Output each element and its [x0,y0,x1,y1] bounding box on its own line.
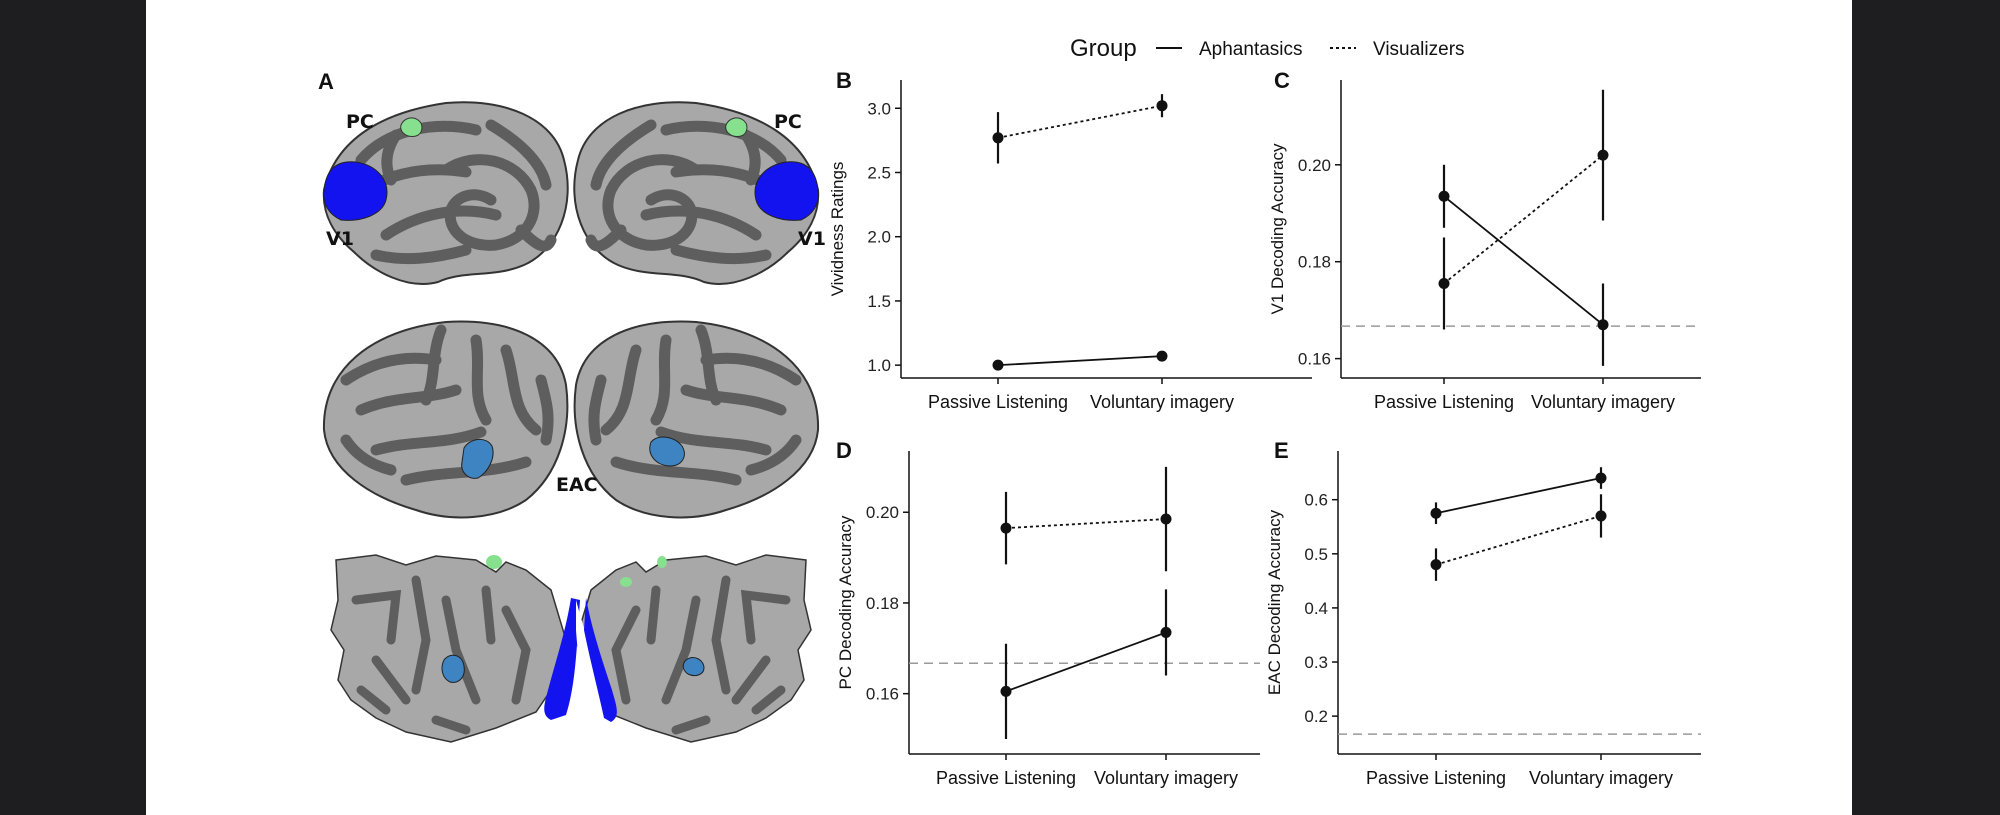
data-point [1438,278,1450,290]
series-line-aphantasics [1443,195,1604,326]
y-tick-label: 0.20 [1298,156,1331,175]
series-line-visualizers [997,104,1163,139]
eac-region-left [461,439,494,479]
pc-region-right [725,117,748,137]
data-point [992,359,1004,371]
label-pc-left: PC [346,111,374,133]
y-tick-label: 0.16 [866,685,899,704]
y-tick-label: 0.20 [866,503,899,522]
sulci-right-lateral [588,324,802,486]
y-tick-label: 0.16 [1298,350,1331,369]
eac-flatmap-right [682,657,705,677]
label-v1-left: V1 [326,228,354,250]
data-point [1160,513,1172,525]
v1-region-left [323,161,388,221]
chart-vividness: B 1.0 1.5 2.0 2.5 3.0 Passive Listening Volunta… [828,68,1312,412]
brain-flatmap [330,554,812,743]
legend-label-aphantasics: Aphantasics [1199,39,1303,60]
label-eac: EAC [556,474,598,496]
data-point [1430,507,1442,519]
figure-svg: Group Aphantasics Visualizers A PC V1 [318,35,1701,788]
data-point [1430,559,1442,571]
y-tick-label: 0.3 [1304,653,1328,672]
chart-pc-accuracy: D 0.16 0.18 0.20 Passive Listening Voluntary … [836,438,1260,788]
brain-left-lateral [322,320,569,519]
v1-flatmap-right [584,598,617,722]
series-line-aphantasics [1005,631,1167,693]
data-point [992,132,1004,144]
y-axis-label: Vividness Ratings [828,162,847,297]
chart-eac-accuracy: E 0.2 0.3 0.4 0.5 0.6 Passive Listening Volunta… [1265,438,1701,788]
pc-flatmap-left [486,555,502,569]
data-point [1160,626,1172,638]
panel-letter: E [1274,438,1289,463]
y-tick-label: 0.18 [866,594,899,613]
data-point [1000,685,1012,697]
series-line-visualizers [1005,518,1167,530]
panel-letter-a: A [318,69,334,94]
pc-region-left [400,117,423,137]
y-tick-label: 0.4 [1304,599,1328,618]
brain-right-lateral: EAC [556,320,820,519]
data-point [1438,190,1450,202]
panel-letter: B [836,68,852,93]
v1-flatmap-left [544,598,580,720]
y-axis-label: V1 Decoding Accuracy [1268,143,1287,315]
pc-flatmap-mid [620,577,632,587]
brain-panel: A PC V1 PC V1 [318,69,826,743]
y-tick-label: 0.18 [1298,253,1331,272]
brain-right-medial: PC V1 [573,101,826,285]
x-tick-label: Voluntary imagery [1531,392,1675,412]
y-tick-label: 1.0 [867,356,891,375]
series-line-visualizers [1443,154,1604,285]
data-point [1595,472,1607,484]
data-point [1000,522,1012,534]
brain-left-medial: PC V1 [322,101,569,285]
panel-letter: D [836,438,852,463]
pc-flatmap-right [657,556,667,568]
flatmap-left [330,554,567,743]
figure: Group Aphantasics Visualizers A PC V1 [146,0,1852,815]
y-tick-label: 2.0 [867,228,891,247]
legend: Group Aphantasics Visualizers [1070,35,1465,62]
y-tick-label: 3.0 [867,99,891,118]
sulci-flatmap [351,575,791,735]
data-point [1156,100,1168,112]
label-v1-right: V1 [798,228,826,250]
y-tick-label: 2.5 [867,163,891,182]
x-tick-label: Voluntary imagery [1529,768,1673,788]
x-tick-label: Passive Listening [928,392,1068,412]
series-line-visualizers [1435,515,1602,566]
y-tick-label: 0.5 [1304,545,1328,564]
data-point [1595,510,1607,522]
y-axis-label: EAC Decoding Accuracy [1265,509,1284,695]
x-tick-label: Passive Listening [1374,392,1514,412]
series-line-aphantasics [1435,477,1602,515]
y-axis-label: PC Decoding Accuracy [836,515,855,689]
series-line-aphantasics [997,355,1163,367]
x-tick-label: Voluntary imagery [1090,392,1234,412]
chart-v1-accuracy: C 0.16 0.18 0.20 Passive Listening Voluntary … [1268,68,1701,412]
x-tick-label: Passive Listening [1366,768,1506,788]
data-point [1156,350,1168,362]
x-tick-label: Voluntary imagery [1094,768,1238,788]
legend-title: Group [1070,35,1137,62]
legend-label-visualizers: Visualizers [1373,39,1465,60]
x-tick-label: Passive Listening [936,768,1076,788]
y-tick-label: 0.6 [1304,491,1328,510]
eac-flatmap-left [441,654,465,683]
eac-region-right [649,436,685,467]
data-point [1597,319,1609,331]
data-point [1597,149,1609,161]
label-pc-right: PC [774,111,802,133]
y-tick-label: 0.2 [1304,707,1328,726]
y-tick-label: 1.5 [867,292,891,311]
panel-letter: C [1274,68,1290,93]
v1-region-right [754,161,819,221]
